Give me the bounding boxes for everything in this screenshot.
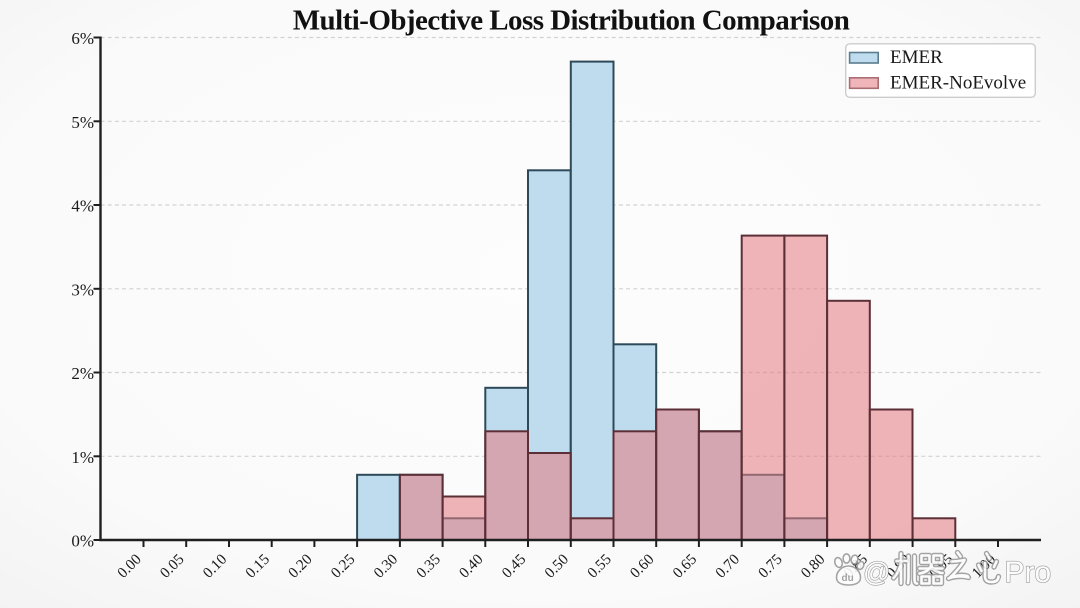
- svg-text:EMER-NoEvolve: EMER-NoEvolve: [890, 73, 1026, 94]
- svg-text:du: du: [842, 573, 854, 584]
- svg-text:5%: 5%: [71, 113, 94, 132]
- svg-text:1%: 1%: [71, 448, 94, 467]
- svg-text:2%: 2%: [71, 364, 94, 383]
- svg-text:6%: 6%: [71, 29, 94, 48]
- svg-text:0%: 0%: [71, 532, 94, 551]
- svg-text:Multi-Objective Loss Distribut: Multi-Objective Loss Distribution Compar…: [293, 5, 850, 37]
- svg-text:4%: 4%: [71, 197, 94, 216]
- svg-text:@: @: [863, 557, 890, 587]
- svg-text:Pro: Pro: [1005, 556, 1052, 589]
- svg-text:3%: 3%: [71, 280, 94, 299]
- svg-text:EMER: EMER: [890, 47, 943, 68]
